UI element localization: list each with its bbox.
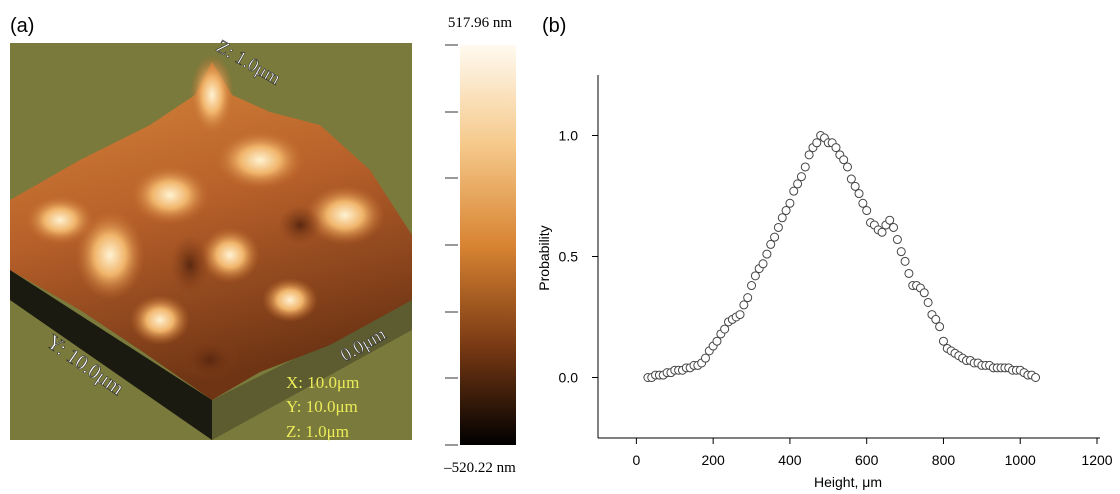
y-axis-title: Probability (536, 225, 552, 290)
panel-label: (a) (10, 15, 34, 37)
data-point (931, 314, 941, 324)
data-point (750, 271, 760, 281)
right-wall (212, 300, 412, 440)
data-point (889, 222, 899, 232)
x-tick-label: 0 (632, 452, 640, 468)
info-text: Z: 1.0μm (286, 422, 349, 441)
x-tick-label: 800 (932, 452, 956, 468)
y-tick-label: 0.0 (559, 370, 579, 386)
colorbar-max: 517.96 nm (448, 15, 513, 31)
data-point (747, 281, 757, 291)
data-point (923, 297, 933, 307)
data-point (831, 143, 841, 153)
afm-panel: (a) Z: 1.0μm Y: 10.0μm 0.0μm X: 10.0μm Y… (10, 15, 516, 476)
data-point (739, 300, 749, 310)
y-tick-label: 0.5 (559, 249, 579, 265)
data-point (743, 293, 753, 303)
data-point (770, 232, 780, 242)
data-point (846, 174, 856, 184)
info-text: Y: 10.0μm (286, 397, 358, 416)
surface-relief (25, 55, 385, 382)
x-tick-label: 400 (778, 452, 802, 468)
colorbar (460, 45, 516, 445)
colorbar-min: –520.22 nm (443, 460, 516, 476)
data-point (785, 198, 795, 208)
data-point (781, 206, 791, 216)
left-wall (10, 270, 212, 440)
data-point (800, 162, 810, 172)
panel-label: (b) (542, 15, 566, 37)
data-point (935, 322, 945, 332)
info-text: X: 10.0μm (286, 373, 359, 392)
data-point (762, 249, 772, 259)
y-tick-label: 1.0 (559, 128, 579, 144)
data-point (793, 179, 803, 189)
data-point (1031, 373, 1041, 382)
data-point (812, 138, 822, 148)
x-tick-label: 1200 (1081, 452, 1112, 468)
data-point (938, 336, 948, 346)
x-tick-label: 600 (855, 452, 879, 468)
data-point (885, 215, 895, 225)
x-tick-label: 1000 (1005, 452, 1036, 468)
data-point (789, 186, 799, 196)
data-point (900, 256, 910, 266)
data-point (712, 336, 722, 346)
data-point (896, 247, 906, 257)
data-point (843, 162, 852, 172)
data-point (904, 268, 914, 278)
data-point (766, 239, 776, 249)
data-point (854, 189, 864, 199)
data-point (892, 235, 902, 245)
data-point (839, 155, 849, 165)
data-point (777, 213, 787, 223)
data-point (773, 222, 783, 232)
x-axis-title: Height, μm (814, 474, 882, 490)
data-point (720, 324, 730, 334)
data-point (850, 181, 860, 191)
x-tick-label: 200 (701, 452, 725, 468)
data-point (796, 172, 806, 182)
data-point (758, 259, 768, 269)
data-point (858, 198, 868, 208)
scatter-chart: (b) Height, μm Probability 0 200 400 600 800… (536, 15, 1113, 490)
colorbar-ticks (445, 44, 458, 446)
data-point (862, 206, 872, 216)
data-point (804, 150, 814, 160)
data-point (735, 310, 745, 320)
data-point (877, 227, 887, 237)
data-point (700, 353, 710, 363)
surface (10, 62, 412, 400)
data-point (919, 288, 929, 298)
